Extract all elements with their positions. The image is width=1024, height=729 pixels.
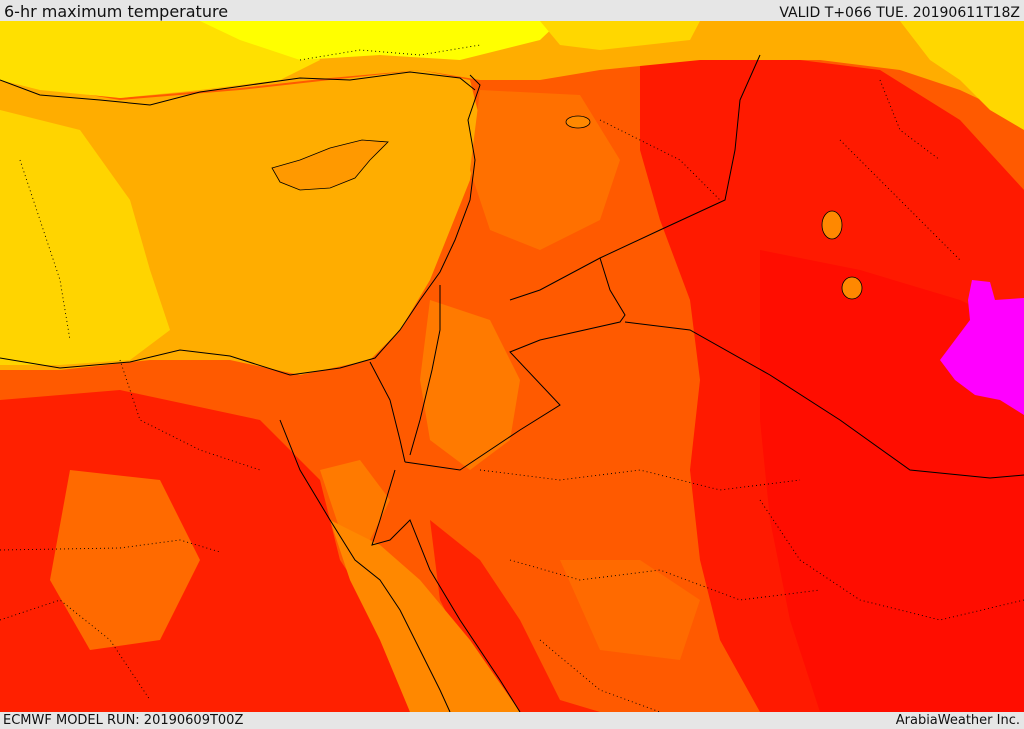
border-syria-iraq <box>509 54 761 301</box>
temp-band-red-hejaz <box>430 520 600 712</box>
temp-band-gold-west <box>0 110 170 365</box>
footer-bar: ECMWF MODEL RUN: 20190609T00Z ArabiaWeat… <box>0 712 1024 729</box>
valid-time: VALID T+066 TUE. 20190611T18Z <box>779 5 1020 21</box>
temp-band-yellow-aegean <box>0 21 320 98</box>
temp-band-gold-north <box>540 21 700 50</box>
map-title: 6-hr maximum temperature <box>4 2 229 21</box>
border-jordan-saudi <box>404 257 626 471</box>
coastline-sinai-west <box>279 419 451 712</box>
temp-band-gold-ne <box>900 21 1024 130</box>
lake-assad <box>565 115 591 129</box>
header-bar: 6-hr maximum temperature VALID T+066 TUE… <box>0 0 1024 21</box>
temp-band-yellow-north <box>200 21 560 60</box>
coastline-sinai-east <box>371 469 521 712</box>
temp-band-red-sea <box>330 520 520 712</box>
lake-tharthar <box>821 210 843 240</box>
border-jordan-rift <box>409 285 441 456</box>
temp-band-orange-syria <box>470 90 620 250</box>
model-run-label: ECMWF MODEL RUN: 20190609T00Z <box>3 713 244 728</box>
temp-band-orange-sinai <box>320 460 390 540</box>
coastline-turkey <box>0 71 476 106</box>
border-egypt-israel <box>369 361 406 463</box>
temp-band-orange-arabia <box>560 560 700 660</box>
credit-label: ArabiaWeather Inc. <box>895 713 1020 728</box>
dotted-borders <box>0 44 1024 712</box>
lake-razazza <box>841 276 863 300</box>
temp-band-orange-egypt <box>50 470 200 650</box>
cyprus-island <box>271 139 389 191</box>
temp-band-orange-jordan <box>420 300 520 470</box>
temperature-map[interactable] <box>0 21 1024 712</box>
coastline-levant <box>0 74 481 376</box>
temp-band-magenta <box>940 280 1024 415</box>
border-iraq-saudi <box>624 321 1024 479</box>
